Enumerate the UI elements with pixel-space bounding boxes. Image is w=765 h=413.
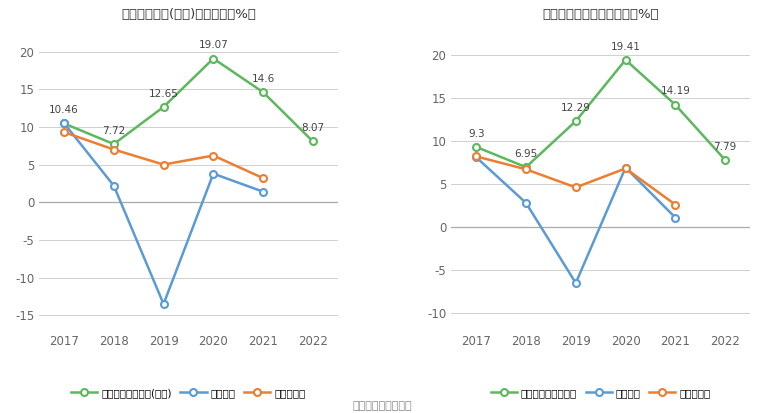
公司投入资本回报率: [621, 57, 630, 62]
Text: 数据来源：恒生聚源: 数据来源：恒生聚源: [353, 401, 412, 411]
行业中位数: [60, 130, 69, 135]
公司投入资本回报率: [571, 119, 581, 123]
公司净资产收益率(加权): [209, 56, 218, 61]
行业中位数: [671, 202, 680, 207]
公司净资产收益率(加权): [60, 121, 69, 126]
Text: 10.46: 10.46: [49, 105, 79, 115]
行业均値: [522, 200, 531, 205]
行业中位数: [471, 154, 480, 159]
Text: 6.95: 6.95: [514, 149, 538, 159]
行业中位数: [209, 153, 218, 158]
Text: 7.72: 7.72: [103, 126, 125, 136]
Title: 投入资本回报率历年情况（%）: 投入资本回报率历年情况（%）: [542, 8, 659, 21]
Text: 14.6: 14.6: [252, 74, 275, 84]
Line: 行业中位数: 行业中位数: [60, 129, 267, 182]
Text: 12.29: 12.29: [561, 103, 591, 113]
Line: 公司净资产收益率(加权): 公司净资产收益率(加权): [60, 55, 317, 147]
Text: 19.07: 19.07: [198, 40, 228, 50]
Text: 19.41: 19.41: [610, 41, 640, 52]
Text: 9.3: 9.3: [468, 128, 484, 139]
Line: 公司投入资本回报率: 公司投入资本回报率: [473, 56, 728, 171]
Legend: 公司投入资本回报率, 行业均値, 行业中位数: 公司投入资本回报率, 行业均値, 行业中位数: [487, 384, 715, 402]
行业中位数: [522, 167, 531, 172]
Line: 行业中位数: 行业中位数: [473, 153, 679, 208]
公司投入资本回报率: [471, 145, 480, 150]
公司净资产收益率(加权): [308, 139, 317, 144]
行业均値: [259, 189, 268, 194]
行业中位数: [159, 162, 168, 167]
行业均値: [60, 121, 69, 126]
行业中位数: [109, 147, 119, 152]
Title: 净资产收益率(加权)历年情况（%）: 净资产收益率(加权)历年情况（%）: [121, 8, 256, 21]
行业中位数: [571, 185, 581, 190]
Text: 12.65: 12.65: [148, 88, 178, 99]
行业均値: [209, 171, 218, 176]
行业均値: [109, 183, 119, 188]
Text: 8.07: 8.07: [301, 123, 324, 133]
行业中位数: [621, 166, 630, 171]
行业均値: [159, 301, 168, 306]
行业均値: [571, 280, 581, 285]
行业均値: [621, 165, 630, 170]
公司净资产收益率(加权): [109, 142, 119, 147]
Text: 7.79: 7.79: [714, 142, 737, 152]
行业均値: [471, 155, 480, 160]
Line: 行业均値: 行业均値: [473, 154, 679, 287]
公司净资产收益率(加权): [259, 90, 268, 95]
公司投入资本回报率: [721, 157, 730, 162]
公司投入资本回报率: [522, 165, 531, 170]
公司净资产收益率(加权): [159, 104, 168, 109]
Text: 14.19: 14.19: [660, 86, 690, 97]
Legend: 公司净资产收益率(加权), 行业均値, 行业中位数: 公司净资产收益率(加权), 行业均値, 行业中位数: [67, 384, 310, 402]
行业均値: [671, 215, 680, 220]
Line: 行业均値: 行业均値: [60, 120, 267, 308]
公司投入资本回报率: [671, 102, 680, 107]
行业中位数: [259, 176, 268, 180]
